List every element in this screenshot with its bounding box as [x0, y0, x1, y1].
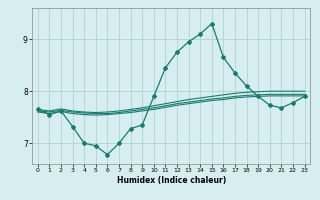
- X-axis label: Humidex (Indice chaleur): Humidex (Indice chaleur): [116, 176, 226, 185]
